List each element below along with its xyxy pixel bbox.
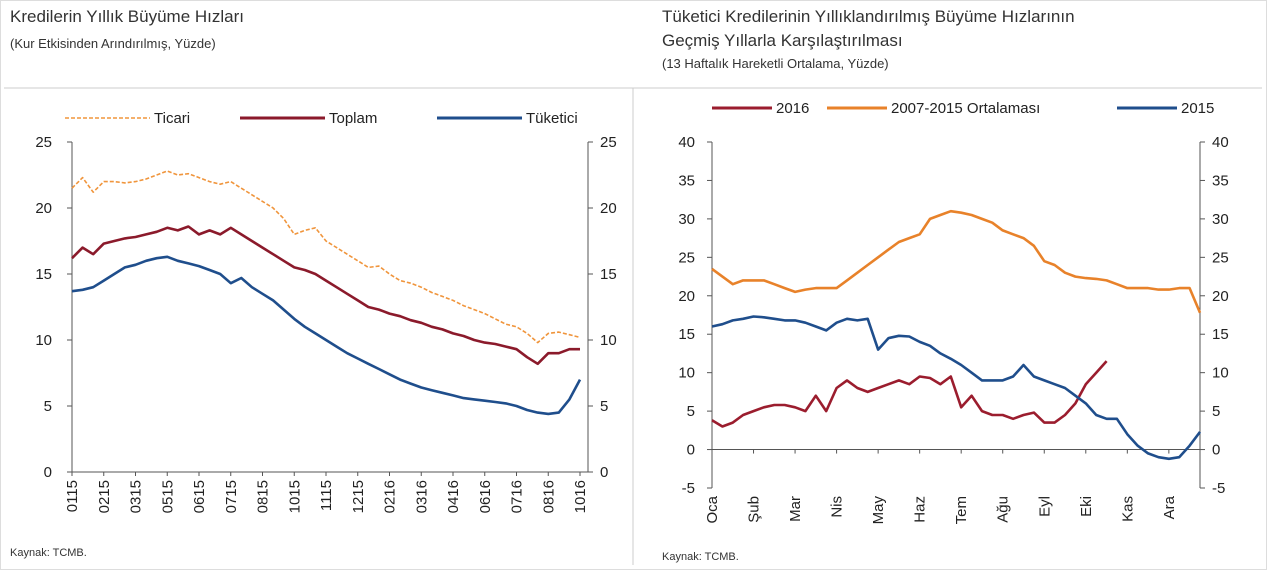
x-tick-label: Kas	[1119, 496, 1136, 522]
y2-tick-label: 20	[1212, 288, 1229, 305]
y-tick-label: 15	[35, 266, 52, 283]
y-tick-label: 5	[44, 398, 52, 415]
y-tick-label: 10	[678, 365, 695, 382]
y-tick-label: -5	[682, 480, 695, 497]
series-line	[71, 170, 581, 344]
legend-label: 2016	[776, 100, 809, 117]
x-tick-label: Mar	[787, 496, 804, 522]
y-tick-label: 20	[35, 200, 52, 217]
y-tick-label: 15	[678, 326, 695, 343]
y2-tick-label: 0	[1212, 442, 1220, 459]
y2-tick-label: 5	[1212, 403, 1220, 420]
x-tick-label: 1016	[572, 480, 589, 513]
x-tick-label: 0316	[413, 480, 430, 513]
y-tick-label: 5	[687, 403, 695, 420]
y2-tick-label: 0	[600, 464, 608, 481]
legend-label: Tüketici	[526, 110, 578, 127]
y2-tick-label: 25	[600, 134, 617, 151]
y-tick-label: 30	[678, 211, 695, 228]
y2-tick-label: 15	[1212, 326, 1229, 343]
y-tick-label: 40	[678, 134, 695, 151]
y-tick-label: 0	[44, 464, 52, 481]
x-tick-label: Ara	[1161, 495, 1178, 519]
x-tick-label: Tem	[953, 496, 970, 524]
x-tick-label: 0815	[255, 480, 272, 513]
x-tick-label: 0416	[445, 480, 462, 513]
series-line	[711, 315, 1202, 461]
y2-tick-label: 5	[600, 398, 608, 415]
y-tick-label: 35	[678, 172, 695, 189]
y2-tick-label: 20	[600, 200, 617, 217]
y-tick-label: 25	[678, 249, 695, 266]
x-tick-label: Ağu	[995, 496, 1012, 523]
source: Kaynak: TCMB.	[662, 551, 739, 563]
x-tick-label: 0315	[128, 480, 145, 513]
series-line	[71, 225, 580, 366]
x-tick-label: 0115	[64, 480, 81, 512]
chart-title: Kredilerin Yıllık Büyüme Hızları	[10, 7, 244, 26]
chart-subtitle: (13 Haftalık Hareketli Ortalama, Yüzde)	[662, 56, 889, 71]
x-tick-label: 0816	[540, 480, 557, 513]
y2-tick-label: 10	[600, 332, 617, 349]
series-line	[71, 255, 582, 416]
y2-tick-label: 25	[1212, 249, 1229, 266]
y2-tick-label: 15	[600, 266, 617, 283]
x-tick-label: May	[870, 496, 887, 525]
x-tick-label: 1215	[350, 480, 367, 513]
source: Kaynak: TCMB.	[10, 547, 87, 559]
x-tick-label: Nis	[829, 496, 846, 518]
y-tick-label: 0	[687, 442, 695, 459]
x-tick-label: 1015	[286, 480, 303, 513]
chart-title: Geçmiş Yıllarla Karşılaştırılması	[662, 31, 903, 50]
y-tick-label: 25	[35, 134, 52, 151]
series-line	[711, 360, 1108, 428]
legend-label: 2015	[1181, 100, 1214, 117]
x-tick-label: Eki	[1078, 496, 1095, 517]
legend-label: Toplam	[329, 110, 377, 127]
y-tick-label: 20	[678, 288, 695, 305]
x-tick-label: 0515	[159, 480, 176, 513]
y2-tick-label: 10	[1212, 365, 1229, 382]
x-tick-label: Oca	[704, 495, 721, 523]
y2-tick-label: -5	[1212, 480, 1225, 497]
y2-tick-label: 30	[1212, 211, 1229, 228]
legend-label: Ticari	[154, 110, 190, 127]
x-tick-label: Şub	[746, 496, 763, 523]
x-tick-label: 0715	[223, 480, 240, 513]
x-tick-label: 0615	[191, 480, 208, 513]
x-tick-label: 0616	[477, 480, 494, 513]
chart-title: Tüketici Kredilerinin Yıllıklandırılmış …	[662, 7, 1075, 26]
x-tick-label: 0716	[509, 480, 526, 513]
x-tick-label: 0216	[382, 480, 399, 513]
y2-tick-label: 35	[1212, 172, 1229, 189]
x-tick-label: 0215	[96, 480, 113, 513]
y-tick-label: 10	[35, 332, 52, 349]
x-tick-label: Eyl	[1036, 496, 1053, 517]
legend-label: 2007-2015 Ortalaması	[891, 100, 1040, 117]
x-tick-label: 1115	[318, 480, 335, 511]
series-line	[711, 209, 1202, 314]
chart-subtitle: (Kur Etkisinden Arındırılmış, Yüzde)	[10, 36, 216, 51]
y2-tick-label: 40	[1212, 134, 1229, 151]
x-tick-label: Haz	[912, 496, 929, 523]
